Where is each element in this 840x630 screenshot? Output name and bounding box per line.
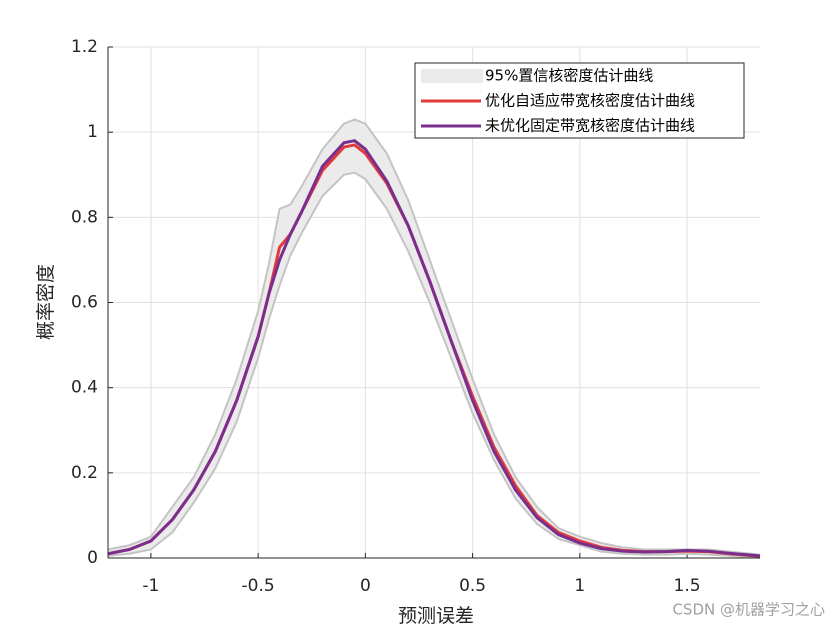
x-tick-label: 1 — [574, 576, 585, 596]
x-tick-label: 0 — [360, 576, 371, 596]
y-tick-label: 1 — [87, 122, 98, 142]
x-axis-label: 预测误差 — [398, 605, 474, 627]
y-tick-label: 0.8 — [71, 207, 98, 227]
y-tick-label: 0.4 — [71, 378, 98, 398]
y-tick-label: 1.2 — [71, 37, 98, 57]
y-tick-label: 0 — [87, 548, 98, 568]
legend-label: 95%置信核密度估计曲线 — [485, 67, 653, 85]
y-axis-label: 概率密度 — [35, 264, 57, 340]
y-tick-label: 0.6 — [71, 293, 98, 313]
x-tick-label: 0.5 — [459, 576, 486, 596]
confidence-band — [108, 119, 760, 558]
legend-label: 未优化固定带宽核密度估计曲线 — [485, 117, 695, 135]
x-tick-label: -1 — [142, 576, 159, 596]
watermark: CSDN @机器学习之心 — [672, 601, 825, 619]
y-tick-label: 0.2 — [71, 463, 98, 483]
band-edge — [107, 118, 761, 556]
series-line — [107, 139, 761, 558]
x-tick-label: 1.5 — [674, 576, 701, 596]
series-line — [107, 143, 761, 558]
x-tick-label: -0.5 — [242, 576, 275, 596]
legend-swatch — [421, 69, 483, 83]
legend-label: 优化自适应带宽核密度估计曲线 — [485, 92, 695, 110]
band-edge — [107, 171, 761, 559]
